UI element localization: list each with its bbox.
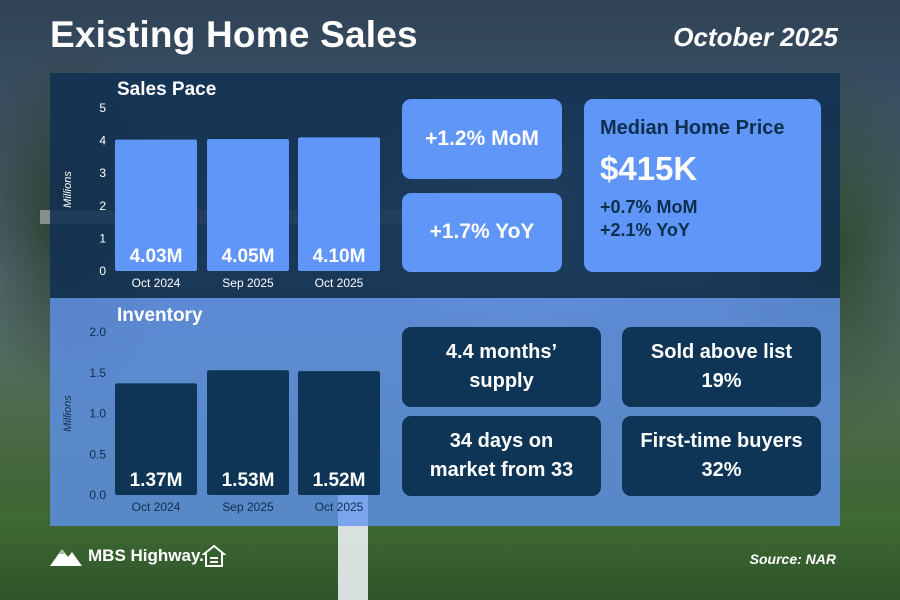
sales-ytick-label: 3 bbox=[99, 166, 106, 180]
first-time-buyers-value: 32% bbox=[701, 459, 742, 481]
sales-ytick-label: 0 bbox=[99, 264, 106, 278]
median-price-value: $415K bbox=[600, 150, 698, 187]
report-date: October 2025 bbox=[673, 22, 838, 52]
inventory-category-label: Oct 2024 bbox=[132, 500, 181, 514]
inventory-category-label: Sep 2025 bbox=[222, 500, 274, 514]
inventory-bar bbox=[298, 371, 380, 495]
inventory-ytick-label: 0.0 bbox=[89, 488, 106, 502]
sold-above-list-label: Sold above list bbox=[650, 341, 793, 363]
sales-bar bbox=[207, 138, 289, 271]
sales-mom-card: +1.2% MoM bbox=[402, 99, 562, 179]
sales-ytick-label: 2 bbox=[99, 199, 106, 213]
inventory-ytick-label: 0.5 bbox=[89, 447, 106, 461]
page-title: Existing Home Sales bbox=[50, 14, 418, 55]
sales-category-label: Oct 2025 bbox=[315, 276, 364, 290]
mountain-logo-icon bbox=[50, 549, 82, 566]
sales-bar bbox=[298, 137, 380, 271]
inventory-chart: 0.0 0.5 1.0 1.5 2.0 Millions 1.37M Oct 2024 1.53… bbox=[62, 325, 380, 514]
inventory-ytick-label: 1.5 bbox=[89, 366, 106, 380]
sales-bar-value-label: 4.03M bbox=[130, 246, 183, 267]
sales-y-axis-label: Millions bbox=[62, 171, 74, 208]
inventory-bar bbox=[115, 383, 197, 495]
median-price-yoy: +2.1% YoY bbox=[600, 220, 690, 241]
median-price-label: Median Home Price bbox=[600, 117, 785, 139]
sales-ytick-label: 5 bbox=[99, 101, 106, 115]
sales-yoy-value: +1.7% YoY bbox=[429, 220, 535, 244]
sales-mom-value: +1.2% MoM bbox=[425, 126, 539, 150]
sales-bar-value-label: 4.05M bbox=[222, 246, 275, 267]
equal-housing-icon bbox=[202, 544, 226, 567]
sales-pace-chart: 0 1 2 3 4 5 Millions 4.03M Oct 2024 4.05M Sep 2025… bbox=[62, 101, 380, 290]
sales-category-label: Oct 2024 bbox=[132, 276, 181, 290]
sales-ytick-label: 1 bbox=[99, 231, 106, 245]
sold-above-list-value: 19% bbox=[701, 370, 742, 392]
sales-bar-value-label: 4.10M bbox=[313, 246, 366, 267]
months-supply-card: 4.4 months’ supply bbox=[402, 327, 601, 407]
sales-yoy-card: +1.7% YoY bbox=[402, 193, 562, 272]
first-time-buyers-label: First-time buyers bbox=[640, 430, 803, 452]
source-note: Source: NAR bbox=[749, 551, 836, 567]
months-supply-line2: supply bbox=[469, 370, 534, 392]
sold-above-list-card: Sold above list 19% bbox=[622, 327, 821, 407]
months-supply-line1: 4.4 months’ bbox=[445, 341, 558, 363]
inventory-bar-value-label: 1.52M bbox=[313, 470, 366, 491]
inventory-bar bbox=[207, 370, 289, 495]
sales-bar bbox=[115, 139, 197, 271]
brand-logo: MBS Highway. bbox=[50, 546, 204, 566]
inventory-category-label: Oct 2025 bbox=[315, 500, 364, 514]
sales-section-title: Sales Pace bbox=[117, 79, 217, 100]
days-on-market-card: 34 days on market from 33 bbox=[402, 416, 601, 496]
median-price-mom: +0.7% MoM bbox=[600, 197, 698, 217]
sales-ytick-label: 4 bbox=[99, 134, 106, 148]
days-on-market-line2: market from 33 bbox=[429, 459, 574, 481]
inventory-y-axis-label: Millions bbox=[62, 395, 74, 432]
inventory-ytick-label: 2.0 bbox=[89, 325, 106, 339]
first-time-buyers-card: First-time buyers 32% bbox=[622, 416, 821, 496]
brand-name: MBS Highway. bbox=[88, 546, 204, 565]
inventory-bar-value-label: 1.53M bbox=[222, 470, 275, 491]
median-price-card: Median Home Price $415K +0.7% MoM +2.1% … bbox=[584, 99, 821, 272]
inventory-ytick-label: 1.0 bbox=[89, 407, 106, 421]
days-on-market-line1: 34 days on bbox=[449, 430, 554, 452]
inventory-section-title: Inventory bbox=[117, 305, 203, 326]
inventory-bar-value-label: 1.37M bbox=[130, 470, 183, 491]
sales-category-label: Sep 2025 bbox=[222, 276, 274, 290]
